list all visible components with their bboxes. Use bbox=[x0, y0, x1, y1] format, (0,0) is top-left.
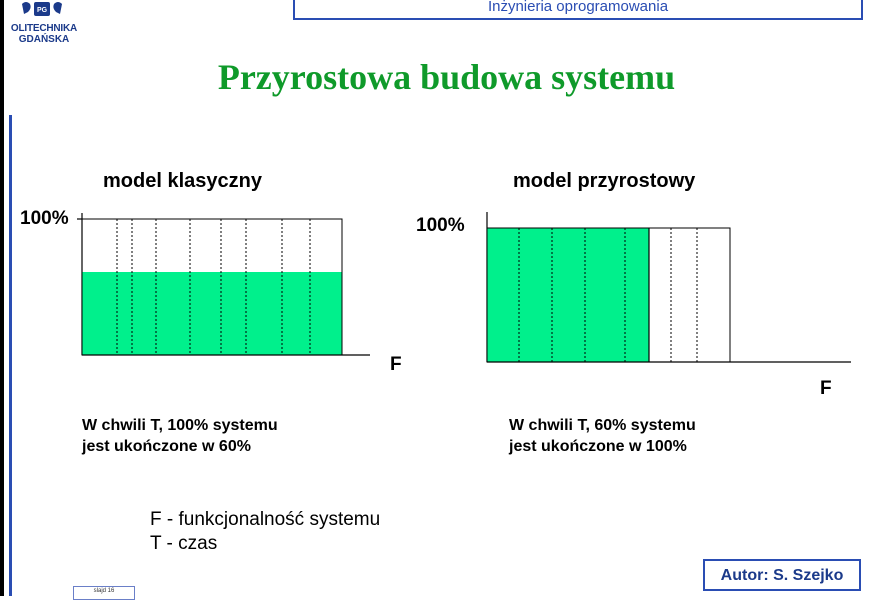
legend: F - funkcjonalność systemu T - czas bbox=[150, 508, 380, 556]
left-caption-line1: W chwili T, 100% systemu bbox=[82, 417, 278, 434]
slide-title: Przyrostowa budowa systemu bbox=[217, 57, 676, 97]
slide-number: slajd 16 bbox=[93, 588, 115, 594]
logo-text-line1: OLITECHNIKA bbox=[10, 23, 78, 34]
course-header-text: Inżynieria oprogramowania bbox=[487, 0, 669, 15]
left-model-heading: model klasyczny bbox=[103, 170, 262, 192]
author-box: Autor: S. Szejko bbox=[703, 559, 861, 591]
crest-icon: PG bbox=[22, 2, 62, 16]
right-model-diagram bbox=[486, 212, 851, 363]
left-caption-line2: jest ukończone w 60% bbox=[82, 438, 251, 455]
blue-accent-line bbox=[9, 115, 12, 596]
right-caption-line2: jest ukończone w 100% bbox=[509, 438, 687, 455]
left-model-f-label: F bbox=[390, 354, 402, 375]
right-caption-line1: W chwili T, 60% systemu bbox=[509, 417, 696, 434]
left-model-diagram bbox=[77, 213, 370, 356]
right-model-heading: model przyrostowy bbox=[513, 170, 696, 192]
left-model-caption: W chwili T, 100% systemu jest ukończone … bbox=[82, 415, 278, 457]
right-model-100-label: 100% bbox=[416, 215, 465, 236]
right-model-caption: W chwili T, 60% systemu jest ukończone w… bbox=[509, 415, 696, 457]
svg-text:PG: PG bbox=[37, 7, 48, 14]
left-module-dividers bbox=[116, 219, 311, 355]
left-filled-area bbox=[82, 272, 342, 355]
author-text: Autor: S. Szejko bbox=[720, 567, 844, 584]
legend-t-definition: T - czas bbox=[150, 533, 218, 554]
legend-f-definition: F - funkcjonalność systemu bbox=[150, 509, 381, 530]
left-model-100-label: 100% bbox=[20, 208, 69, 229]
university-logo: PG OLITECHNIKA GDAŃSKA bbox=[4, 0, 84, 60]
logo-text-line2: GDAŃSKA bbox=[18, 34, 70, 45]
course-header-box: Inżynieria oprogramowania bbox=[293, 0, 863, 20]
right-filled-area bbox=[487, 228, 649, 362]
left-border bbox=[0, 0, 4, 596]
slide-number-box: slajd 16 bbox=[73, 586, 135, 600]
right-model-f-label: F bbox=[820, 378, 832, 399]
